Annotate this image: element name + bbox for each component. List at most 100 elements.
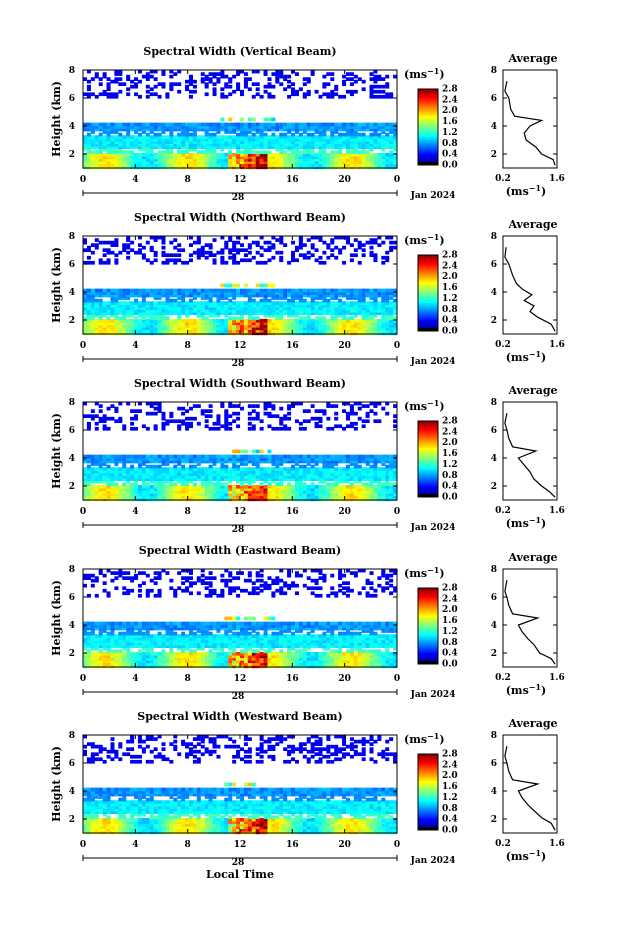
heatmap-cell [145, 84, 150, 89]
heatmap-cell [259, 235, 264, 240]
heatmap-cell [98, 301, 103, 305]
heatmap-cell [298, 454, 303, 459]
heatmap-cell [137, 69, 142, 74]
heatmap-cell [196, 142, 201, 147]
heatmap-cell [369, 472, 374, 476]
heatmap-cell [389, 122, 394, 127]
heatmap-cell [247, 489, 252, 494]
heatmap-cell [279, 469, 284, 474]
heatmap-cell [114, 253, 119, 258]
heatmap-cell [275, 426, 280, 431]
heatmap-cell [169, 311, 174, 316]
heatmap-cell [267, 482, 272, 487]
heatmap-cell [106, 162, 111, 167]
heatmap-cell [361, 472, 366, 476]
beam-panel-0: Spectral Width (Vertical Beam)2468Height… [50, 45, 565, 203]
heatmap-cell [373, 331, 378, 336]
heatmap-cell [208, 492, 213, 497]
heatmap-cell [165, 145, 170, 150]
heatmap-cell [98, 454, 103, 459]
heatmap-cell [134, 250, 139, 255]
heatmap-cell [134, 288, 139, 293]
x-tick-label: 0 [80, 341, 86, 351]
heatmap-cell [236, 311, 241, 316]
heatmap-cell [255, 411, 260, 416]
heatmap-cell [126, 130, 131, 134]
heatmap-cell [204, 489, 209, 494]
heatmap-cell [83, 127, 87, 132]
heatmap-cell [157, 321, 162, 326]
heatmap-cell [228, 160, 233, 165]
heatmap-cell [236, 291, 241, 295]
heatmap-cell [259, 165, 264, 170]
heatmap-cell [141, 245, 146, 250]
heatmap-cell [310, 142, 315, 147]
heatmap-cell [153, 288, 158, 293]
heatmap-cell [208, 479, 213, 484]
heatmap-cell [357, 318, 362, 323]
heatmap-cell [220, 117, 225, 122]
heatmap-cell [291, 87, 296, 92]
heatmap-cell [298, 125, 303, 129]
heatmap-cell [279, 250, 284, 255]
heatmap-cell [389, 160, 394, 165]
heatmap-cell [275, 296, 280, 300]
heatmap-cell [302, 477, 307, 482]
heatmap-cell [94, 94, 99, 99]
heatmap-cell [169, 308, 174, 313]
heatmap-cell [291, 160, 296, 165]
heatmap-cell [247, 487, 252, 492]
heatmap-cell [200, 140, 205, 144]
heatmap-cell [345, 137, 350, 142]
heatmap-cell [192, 459, 197, 464]
heatmap-cell [161, 469, 166, 474]
heatmap-cell [310, 331, 315, 336]
heatmap-cell [204, 162, 209, 167]
heatmap-cell [110, 472, 115, 476]
heatmap-cell [118, 135, 123, 139]
heatmap-cell [204, 472, 209, 476]
heatmap-cell [86, 308, 91, 313]
heatmap-cell [361, 87, 366, 92]
heatmap-cell [314, 421, 319, 426]
heatmap-cell [188, 125, 193, 129]
heatmap-cell [294, 484, 299, 489]
heatmap-cell [161, 454, 166, 459]
heatmap-cell [157, 293, 162, 298]
heatmap-cell [326, 293, 331, 298]
heatmap-cell [287, 426, 292, 431]
heatmap-cell [240, 479, 244, 484]
heatmap-cell [318, 497, 323, 502]
heatmap-cell [306, 487, 311, 492]
heatmap-cell [106, 155, 111, 160]
heatmap-cell [94, 479, 99, 484]
heatmap-cell [243, 484, 248, 489]
heatmap-cell [322, 135, 327, 139]
heatmap-cell [161, 497, 166, 502]
heatmap-cell [153, 142, 158, 147]
heatmap-cell [224, 84, 229, 89]
heatmap-cell [393, 311, 398, 316]
heatmap-cell [228, 494, 233, 499]
heatmap-cell [90, 494, 95, 499]
heatmap-cell [240, 301, 244, 305]
heatmap-cell [169, 469, 174, 474]
heatmap-cell [243, 323, 248, 328]
heatmap-cell [106, 321, 111, 326]
heatmap-cell [310, 469, 315, 474]
heatmap-cell [389, 489, 394, 494]
heatmap-cell [200, 77, 205, 81]
heatmap-cell [228, 288, 233, 293]
date-label: Jan 2024 [410, 357, 456, 367]
heatmap-cell [114, 462, 119, 466]
heatmap-cell [122, 293, 127, 298]
heatmap-cell [165, 308, 170, 313]
heatmap-cell [310, 147, 315, 152]
heatmap-cell [298, 497, 303, 502]
heatmap-cell [177, 321, 182, 326]
heatmap-cell [153, 489, 158, 494]
heatmap-cell [334, 157, 339, 162]
heatmap-cell [83, 125, 87, 129]
heatmap-cell [263, 283, 268, 288]
heatmap-cell [369, 306, 374, 310]
